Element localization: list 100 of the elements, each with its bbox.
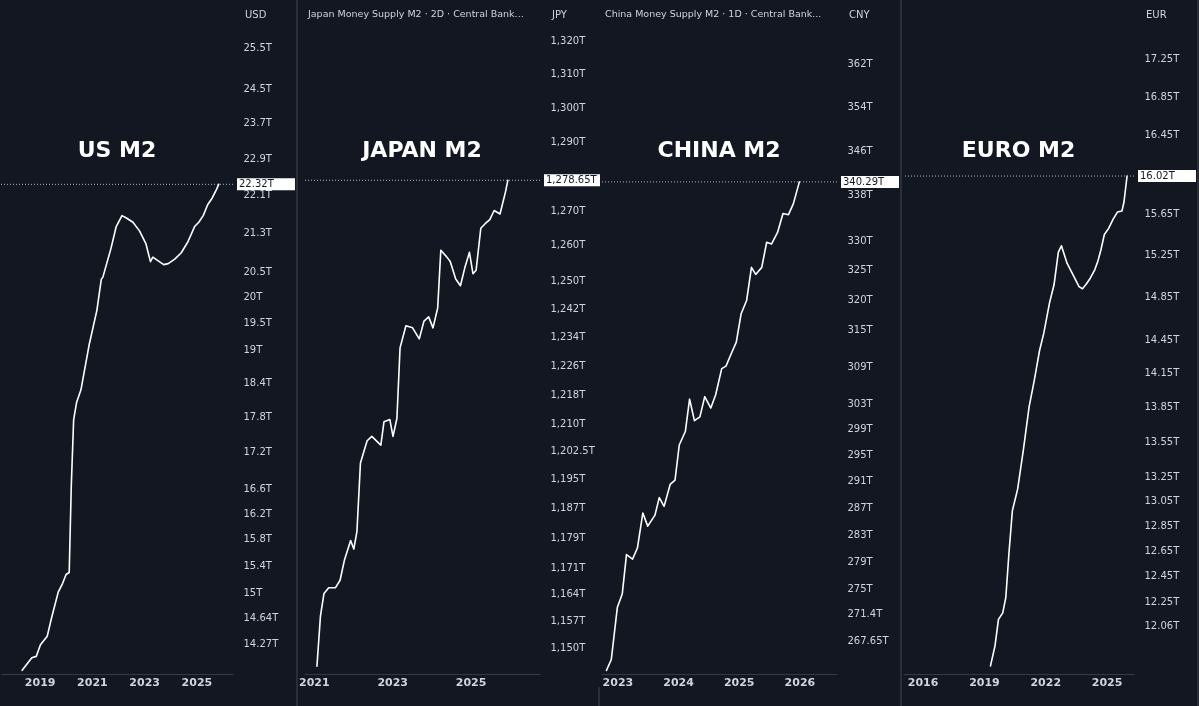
x-tick-label: 2023 — [602, 675, 634, 689]
y-tick-label: 17.2T — [243, 446, 273, 458]
y-tick-label: 1,171T — [550, 561, 587, 573]
y-tick-label: 13.85T — [1144, 401, 1181, 413]
y-tick-label: 1,242T — [550, 302, 587, 314]
y-tick-label: 287T — [847, 501, 874, 513]
text: CHINA M2 — [657, 137, 781, 162]
y-tick-label: 1,157T — [550, 614, 587, 626]
y-tick-label: 1,210T — [550, 417, 587, 429]
y-tick-label: 12.45T — [1144, 570, 1181, 582]
y-tick-label: 12.85T — [1144, 519, 1181, 531]
y-tick-label: 1,150T — [550, 641, 587, 653]
y-tick-label: 12.65T — [1144, 544, 1181, 556]
y-tick-label: 1,187T — [550, 502, 587, 514]
x-tick-label: 2019 — [969, 675, 1000, 689]
y-tick-label: 1,310T — [550, 68, 587, 80]
y-tick-label: 14.64T — [243, 611, 280, 623]
y-tick-label: 12.06T — [1144, 620, 1181, 632]
y-tick-label: 309T — [847, 360, 874, 372]
y-tick-label: 13.05T — [1144, 495, 1181, 507]
text: Japan Money Supply M2 · 2D · Central Bank... — [307, 8, 524, 19]
y-tick-label: 20.5T — [243, 266, 273, 278]
y-tick-label: 362T — [847, 58, 874, 70]
y-tick-label: 15T — [243, 586, 264, 598]
line-series — [605, 181, 801, 672]
y-tick-label: 22.9T — [243, 152, 273, 164]
line-series — [316, 179, 509, 668]
y-tick-label: 267.65T — [847, 635, 890, 647]
y-axis-title: JPY — [551, 9, 568, 20]
y-tick-label: 295T — [847, 449, 874, 461]
y-tick-label: 19.5T — [243, 317, 273, 329]
y-tick-label: 16.45T — [1144, 128, 1181, 140]
y-tick-label: 1,320T — [550, 34, 587, 46]
ref-line-label: 16.02T — [1140, 170, 1176, 182]
y-tick-label: 17.25T — [1144, 53, 1181, 65]
y-tick-label: 15.25T — [1144, 248, 1181, 260]
text: EURO M2 — [961, 137, 1076, 162]
y-tick-label: 1,300T — [550, 101, 587, 113]
y-tick-label: 16.6T — [243, 482, 273, 494]
y-tick-label: 1,250T — [550, 274, 587, 286]
x-tick-label: 2019 — [24, 675, 56, 689]
y-tick-label: 1,202.5T — [550, 445, 596, 457]
text: US M2 — [77, 137, 157, 162]
x-tick-label: 2023 — [377, 675, 409, 689]
y-tick-label: 275T — [847, 583, 874, 595]
y-tick-label: 14.15T — [1144, 367, 1181, 379]
y-tick-label: 12.25T — [1144, 595, 1181, 607]
y-tick-label: 1,218T — [550, 388, 587, 400]
x-tick-label: 2024 — [663, 675, 695, 689]
ref-line-label: 1,278.65T — [546, 174, 598, 186]
y-tick-label: 1,260T — [550, 239, 587, 251]
y-tick-label: 346T — [847, 144, 874, 156]
x-tick-label: 2021 — [298, 675, 330, 689]
y-axis-title: CNY — [849, 9, 871, 20]
y-tick-label: 20T — [243, 291, 264, 303]
y-tick-label: 325T — [847, 264, 874, 276]
y-axis-title: EUR — [1146, 9, 1167, 20]
y-tick-label: 303T — [847, 398, 874, 410]
y-tick-label: 21.3T — [243, 226, 273, 238]
line-series — [21, 183, 220, 672]
y-tick-label: 1,234T — [550, 331, 587, 343]
y-tick-label: 15.8T — [243, 533, 273, 545]
y-tick-label: 291T — [847, 475, 874, 487]
y-tick-label: 17.8T — [243, 411, 273, 423]
y-tick-label: 1,164T — [550, 588, 587, 600]
y-tick-label: 16.85T — [1144, 90, 1181, 102]
y-tick-label: 25.5T — [243, 42, 273, 54]
x-tick-label: 2016 — [907, 675, 939, 689]
y-tick-label: 18.4T — [243, 377, 273, 389]
y-tick-label: 315T — [847, 323, 874, 335]
y-tick-label: 283T — [847, 528, 874, 540]
x-tick-label: 2025 — [1091, 675, 1123, 689]
y-tick-label: 1,179T — [550, 531, 587, 543]
y-tick-label: 1,290T — [550, 135, 587, 147]
y-tick-label: 354T — [847, 100, 874, 112]
y-tick-label: 320T — [847, 293, 874, 305]
y-tick-label: 13.55T — [1144, 435, 1181, 447]
line-series — [989, 175, 1128, 667]
x-tick-label: 2026 — [784, 675, 816, 689]
text: JAPAN M2 — [360, 137, 482, 162]
y-tick-label: 1,195T — [550, 472, 587, 484]
y-tick-label: 22.1T — [243, 188, 273, 200]
y-tick-label: 15.4T — [243, 559, 273, 571]
y-tick-label: 15.65T — [1144, 207, 1181, 219]
x-tick-label: 2025 — [723, 675, 755, 689]
y-tick-label: 14.45T — [1144, 333, 1181, 345]
y-tick-label: 16.2T — [243, 507, 273, 519]
y-axis-title: USD — [245, 9, 267, 20]
y-tick-label: 24.5T — [243, 83, 273, 95]
x-tick-label: 2025 — [455, 675, 487, 689]
y-tick-label: 330T — [847, 235, 874, 247]
y-tick-label: 1,270T — [550, 204, 587, 216]
x-tick-label: 2022 — [1030, 675, 1062, 689]
y-tick-label: 338T — [847, 189, 874, 201]
y-tick-label: 23.7T — [243, 117, 273, 129]
y-tick-label: 14.85T — [1144, 290, 1181, 302]
ref-line-label: 340.29T — [843, 175, 885, 187]
y-tick-label: 14.27T — [243, 637, 280, 649]
y-tick-label: 279T — [847, 555, 874, 567]
x-tick-label: 2025 — [181, 675, 213, 689]
